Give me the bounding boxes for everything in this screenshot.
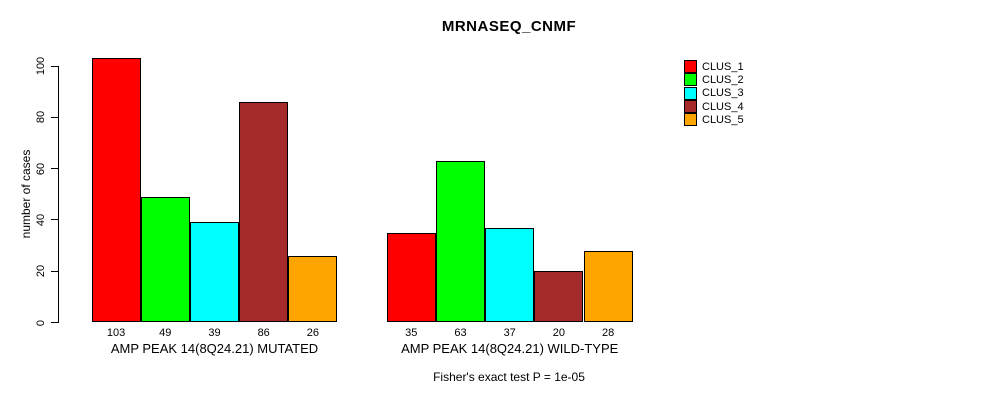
y-axis-tick [51, 116, 58, 118]
legend-item-clus_4: CLUS_4 [684, 100, 744, 114]
bar-value-label: 39 [208, 327, 221, 339]
bar-value-label: 20 [552, 327, 566, 339]
group-label: AMP PEAK 14(8Q24.21) MUTATED [110, 341, 319, 356]
legend-item-clus_1: CLUS_1 [684, 60, 744, 74]
y-axis-tick [51, 65, 58, 67]
y-axis-line [58, 66, 59, 323]
legend-label: CLUS_1 [702, 60, 744, 73]
chart-title: MRNASEQ_CNMF [441, 18, 577, 35]
bar-value-label: 26 [306, 327, 320, 339]
bar-clus_5-group1 [288, 255, 338, 323]
bar-clus_2-group2 [435, 160, 486, 323]
legend-item-clus_5: CLUS_5 [684, 113, 744, 127]
y-axis-tick-label: 20 [35, 265, 47, 278]
y-axis-title: number of cases [19, 149, 33, 239]
y-axis-tick-label: 80 [35, 111, 47, 124]
y-axis-tick [51, 219, 58, 221]
legend: CLUS_1 CLUS_2 CLUS_3 CLUS_4 CLUS_5 [684, 60, 744, 127]
bar-value-label: 49 [159, 327, 172, 339]
bar-clus_2-group1 [140, 196, 190, 323]
legend-swatch-clus_3 [684, 86, 697, 100]
bar-value-label: 86 [257, 327, 270, 339]
bar-value-label: 35 [405, 327, 418, 339]
y-axis-tick-label: 40 [35, 213, 47, 227]
bar-clus_3-group2 [485, 227, 535, 323]
bar-value-label: 63 [454, 327, 467, 339]
legend-item-clus_2: CLUS_2 [684, 73, 744, 87]
legend-swatch-clus_5 [684, 113, 697, 127]
y-axis-tick [51, 322, 58, 323]
legend-swatch-clus_4 [684, 100, 697, 114]
y-axis-tick [51, 270, 58, 272]
y-axis-tick-label: 60 [35, 162, 47, 175]
bar-value-label: 37 [503, 327, 516, 339]
bar-clus_5-group2 [583, 250, 633, 323]
fisher-test-caption: Fisher's exact test P = 1e-05 [433, 370, 585, 384]
legend-label: CLUS_5 [702, 113, 744, 126]
legend-item-clus_3: CLUS_3 [684, 86, 744, 100]
legend-label: CLUS_3 [702, 87, 744, 100]
bar-clus_4-group2 [534, 271, 584, 323]
legend-swatch-clus_1 [684, 60, 697, 74]
bar-clus_4-group1 [239, 101, 289, 323]
bar-value-label: 28 [601, 327, 615, 339]
legend-swatch-clus_2 [684, 73, 697, 87]
y-axis-tick-label: 100 [35, 56, 47, 76]
legend-label: CLUS_4 [702, 100, 744, 113]
y-axis-tick-label: 0 [35, 319, 47, 326]
bar-clus_1-group2 [386, 232, 436, 323]
y-axis-tick [51, 168, 58, 170]
group-label: AMP PEAK 14(8Q24.21) WILD-TYPE [401, 341, 619, 356]
bar-clus_3-group1 [189, 222, 240, 323]
bar-clus_1-group1 [91, 58, 141, 323]
bar-value-label: 103 [106, 327, 126, 339]
legend-label: CLUS_2 [702, 73, 744, 86]
